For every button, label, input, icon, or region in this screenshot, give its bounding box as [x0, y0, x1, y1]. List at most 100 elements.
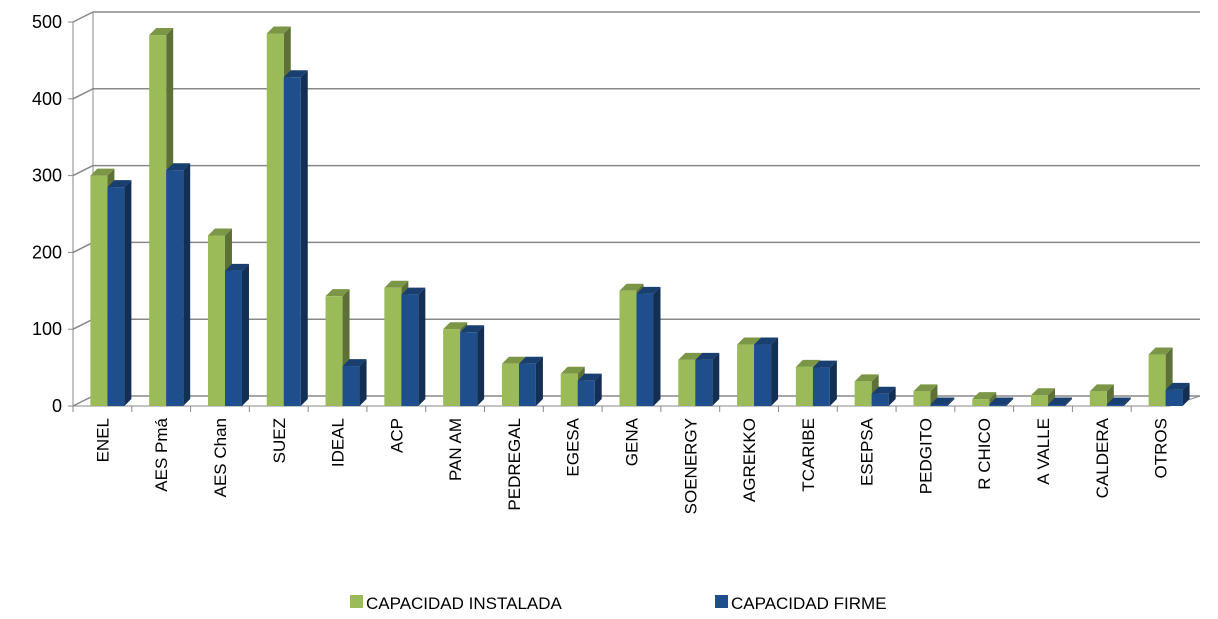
bar — [460, 332, 478, 406]
bar-top — [754, 337, 779, 345]
bar — [401, 294, 419, 406]
bar-top — [812, 360, 837, 368]
bar-side — [359, 359, 367, 406]
bar-side — [535, 356, 543, 406]
bar-top — [207, 228, 232, 236]
grid-line — [72, 164, 94, 177]
bar-side — [418, 287, 426, 406]
grid-line — [72, 395, 94, 407]
bar-top — [325, 289, 350, 297]
bar — [149, 35, 167, 406]
bar-side — [183, 163, 191, 406]
y-tick-label: 400 — [32, 89, 62, 109]
bar-side — [300, 70, 308, 407]
y-tick-label: 0 — [52, 396, 62, 416]
legend-label: CAPACIDAD FIRME — [731, 594, 887, 613]
bar — [812, 367, 830, 406]
bar — [678, 359, 696, 406]
bar — [737, 344, 755, 406]
bar — [1106, 404, 1124, 406]
bar-top — [283, 70, 308, 78]
bar-top — [384, 280, 409, 288]
bar-side — [989, 392, 997, 406]
bar — [443, 329, 461, 406]
bar — [90, 175, 108, 406]
bar — [384, 287, 402, 406]
bar-top — [460, 325, 485, 333]
x-tick-label: R CHICO — [975, 418, 994, 490]
bar — [754, 344, 772, 406]
bar-top — [1106, 397, 1131, 405]
bar-side — [653, 286, 661, 406]
bar — [501, 363, 519, 406]
bar-top — [913, 384, 938, 392]
bar-side — [594, 373, 602, 406]
bar-side — [888, 386, 896, 406]
x-tick-label: AES Chan — [211, 418, 230, 497]
bar-top — [1048, 397, 1073, 405]
bar — [325, 296, 343, 406]
x-tick-label: PEDGITO — [916, 418, 935, 494]
bar-top — [737, 337, 762, 345]
bar — [795, 366, 813, 406]
grid-line — [72, 318, 94, 330]
legend-swatch — [350, 595, 363, 608]
bar-top — [930, 397, 955, 405]
bar — [283, 77, 301, 407]
x-tick-label: ESEPSA — [858, 417, 877, 486]
bar-top — [871, 386, 896, 394]
bar-top — [1165, 382, 1190, 390]
bar-top — [560, 366, 585, 374]
bar-top — [149, 28, 174, 36]
bar-top — [695, 352, 720, 360]
bar-side — [771, 337, 779, 406]
bar-top — [107, 180, 132, 188]
bar-top — [636, 286, 661, 294]
x-tick-label: TCARIBE — [799, 418, 818, 492]
bar-top — [972, 392, 997, 400]
y-tick-label: 300 — [32, 166, 62, 186]
x-tick-label: CALDERA — [1093, 417, 1112, 498]
legend-label: CAPACIDAD INSTALADA — [366, 594, 563, 613]
bar — [695, 359, 713, 406]
legend-swatch — [715, 595, 728, 608]
x-tick-label: PEDREGAL — [505, 418, 524, 511]
bar — [871, 393, 889, 406]
bar — [1089, 391, 1107, 406]
bar-top — [401, 287, 426, 295]
y-tick-label: 100 — [32, 319, 62, 339]
bar-side — [1182, 382, 1190, 406]
y-tick-label: 500 — [32, 12, 62, 32]
bar — [1048, 404, 1066, 406]
bar-top — [266, 26, 291, 34]
bar-top — [443, 322, 468, 330]
bar-side — [124, 180, 132, 406]
x-tick-label: GENA — [623, 417, 642, 466]
bar-top — [678, 352, 703, 360]
x-tick-label: SUEZ — [270, 418, 289, 463]
bar — [636, 293, 654, 406]
grid-line — [72, 241, 94, 254]
bar-side — [712, 352, 720, 406]
bar — [166, 170, 184, 406]
bar-side — [241, 263, 249, 406]
x-tick-label: IDEAL — [329, 418, 348, 467]
x-tick-label: A VALLE — [1034, 418, 1053, 485]
bar-top — [577, 373, 602, 381]
bar-side — [1006, 397, 1014, 406]
bar — [972, 399, 990, 406]
bar — [518, 363, 536, 406]
bar-side — [829, 360, 837, 406]
bar-top — [1031, 388, 1056, 396]
bar — [224, 270, 242, 406]
bar — [930, 404, 948, 406]
x-tick-label: SOENERGY — [681, 418, 700, 514]
bar — [560, 373, 578, 406]
bar-top — [619, 283, 644, 291]
x-tick-label: AGREKKO — [740, 418, 759, 502]
bar — [107, 187, 125, 406]
x-tick-label: AES Pmá — [152, 417, 171, 491]
bar-top — [342, 359, 367, 367]
bar-top — [518, 356, 543, 364]
